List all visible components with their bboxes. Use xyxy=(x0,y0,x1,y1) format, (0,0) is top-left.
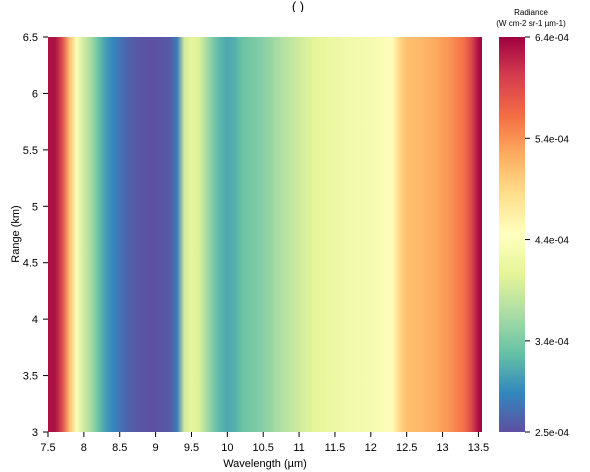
y-axis-label: Range (km) xyxy=(10,205,22,262)
y-tick-label: 3.5 xyxy=(23,371,38,383)
x-tick-label: 9 xyxy=(153,442,159,454)
x-axis: 7.5 8 8.5 9 9.5 10 10.5 11 11.5 12 12.5 13 13.5 xyxy=(40,432,489,454)
y-tick-label: 5 xyxy=(32,201,38,213)
x-tick-label: 12.5 xyxy=(396,442,417,454)
colorbar-tick-label: 4.4e-04 xyxy=(535,236,569,247)
top-clipped-label: (⁠ ) xyxy=(291,0,305,12)
x-tick-label: 8.5 xyxy=(112,442,127,454)
y-tick-label: 4 xyxy=(32,314,38,326)
heatmap-area xyxy=(48,37,482,432)
colorbar-tick-label: 2.5e-04 xyxy=(535,428,569,439)
colorbar-title-line1: Radiance xyxy=(514,8,548,17)
colorbar-tick-label: 5.4e-04 xyxy=(535,134,569,145)
x-tick-label: 10.5 xyxy=(252,442,273,454)
colorbar-ticks: 2.5e-04 3.4e-04 4.4e-04 5.4e-04 6.4e-04 xyxy=(525,33,569,439)
colorbar xyxy=(499,37,525,432)
y-tick-label: 6 xyxy=(32,88,38,100)
x-tick-label: 11.5 xyxy=(325,442,346,454)
x-tick-label: 8 xyxy=(81,442,87,454)
x-tick-label: 11 xyxy=(293,442,304,454)
x-axis-label: Wavelength (µm) xyxy=(223,458,307,470)
y-tick-label: 6.5 xyxy=(23,32,38,44)
y-tick-label: 3 xyxy=(32,427,38,439)
x-tick-label: 7.5 xyxy=(40,442,55,454)
y-tick-label: 4.5 xyxy=(23,258,38,270)
colorbar-title-line2: (W cm-2 sr-1 µm-1) xyxy=(496,19,566,28)
x-tick-label: 10 xyxy=(221,442,233,454)
x-tick-label: 13 xyxy=(436,442,448,454)
x-tick-label: 12 xyxy=(365,442,377,454)
x-tick-label: 13.5 xyxy=(468,442,489,454)
x-tick-label: 9.5 xyxy=(184,442,199,454)
colorbar-tick-label: 6.4e-04 xyxy=(535,33,569,44)
y-tick-label: 5.5 xyxy=(23,145,38,157)
y-axis: 3 3.5 4 4.5 5 5.5 6 6.5 xyxy=(23,32,48,439)
colorbar-tick-label: 3.4e-04 xyxy=(535,337,569,348)
